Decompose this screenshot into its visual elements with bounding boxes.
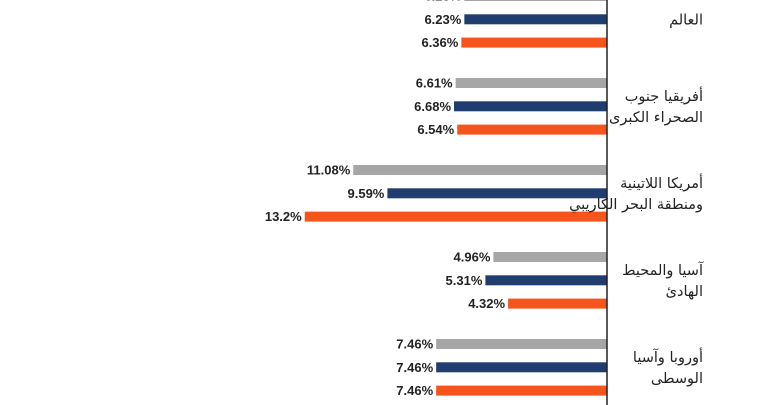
bar-value-label: 7.46%	[396, 383, 433, 398]
bar-value-label: 6.36%	[421, 35, 458, 50]
bar-value-label: 6.23%	[424, 0, 461, 4]
category-label: أفريقيا جنوب	[625, 86, 703, 105]
bar	[457, 124, 607, 135]
bar	[485, 275, 607, 286]
bar	[464, 0, 607, 1]
bar	[436, 362, 607, 373]
bar-value-label: 11.08%	[307, 163, 351, 178]
bar	[493, 252, 607, 262]
bar-value-label: 6.61%	[416, 76, 453, 91]
bar-value-label: 6.54%	[417, 122, 454, 137]
category-label: العالم	[669, 12, 703, 28]
category-label: الصحراء الكبرى	[609, 110, 703, 126]
bar-value-label: 9.59%	[348, 186, 385, 201]
bar-value-label: 7.46%	[396, 337, 433, 352]
bar-value-label: 7.46%	[396, 360, 433, 375]
bar	[436, 339, 607, 349]
bar	[464, 14, 607, 25]
bar-value-label: 6.68%	[414, 99, 451, 114]
bar-value-label: 13.2%	[265, 209, 302, 224]
bar	[436, 385, 607, 396]
category-label: أوروبا وآسيا	[633, 347, 703, 366]
bar	[454, 101, 607, 112]
category-labels-layer: العالم أفريقيا جنوب الصحراء الكبرى أمريكا ا…	[569, 12, 704, 387]
bar-value-label: 4.32%	[468, 296, 505, 311]
bar	[455, 78, 607, 88]
bar	[387, 188, 607, 199]
bar	[461, 37, 607, 48]
bar	[304, 211, 607, 222]
category-label: الهادئ	[666, 284, 703, 300]
category-label: أمريكا اللاتينية	[620, 173, 703, 192]
value-labels-layer: 6.23% 6.23% 6.36% 6.61% 6.68% 6.54% 11.08% 9.59…	[265, 0, 506, 398]
bar-value-label: 5.31%	[446, 273, 483, 288]
bar	[353, 165, 607, 175]
bars-layer	[304, 0, 607, 396]
category-label: آسيا والمحيط	[622, 261, 704, 279]
bar-value-label: 4.96%	[454, 250, 491, 265]
bar-value-label: 6.23%	[424, 12, 461, 27]
category-label: ومنطقة البحر الكاريبي	[569, 197, 703, 213]
bar	[508, 298, 607, 309]
category-label: الوسطى	[651, 371, 703, 387]
